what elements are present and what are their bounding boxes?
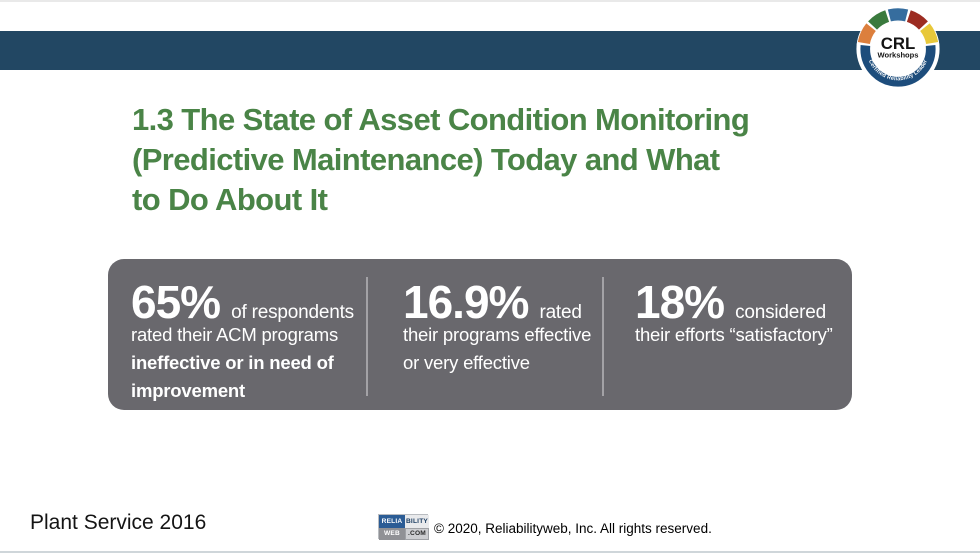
stat-value: 65% [131,276,221,328]
stat-text-line: improvement [131,380,245,401]
slide-title-line: 1.3 The State of Asset Condition Monitor… [132,102,750,137]
badge-segment-red [906,10,928,30]
stats-panel: 65% of respondents rated their ACM progr… [108,259,852,410]
stat-value-suffix: considered [735,302,827,323]
stat-text-line: their programs effective [403,324,592,345]
badge-subtitle: Workshops [878,50,919,59]
stat-column-ineffective: 65% of respondents rated their ACM progr… [131,275,363,405]
reliabilityweb-logo-text: BILITY [405,515,429,528]
reliabilityweb-logo-text: WEB [379,527,405,540]
stat-head: 65% of respondents [131,275,363,328]
stat-column-effective: 16.9% rated their programs effective or … [403,275,593,377]
top-navy-bar [0,31,980,70]
reliabilityweb-logo-text: .COM [405,527,429,540]
stat-head: 16.9% rated [403,275,593,328]
slide-title: 1.3 The State of Asset Condition Monitor… [132,100,832,220]
reliabilityweb-logo-text: RELIA [379,515,405,528]
stat-value: 16.9% [403,276,529,328]
badge-segment-orange [857,23,876,45]
stat-value-suffix: of respondents [231,302,354,323]
copyright-text: © 2020, Reliabilityweb, Inc. All rights … [434,521,712,536]
stat-text-line: ineffective or in need of [131,352,334,373]
badge-acronym: CRL [881,34,916,53]
column-divider [366,277,368,396]
stat-text-line: rated their ACM programs [131,324,339,345]
stat-column-satisfactory: 18% considered their efforts “satisfacto… [635,275,845,349]
crl-workshops-badge: CRL Workshops Certified Reliability Lead… [856,7,940,91]
slide-title-line: to Do About It [132,182,328,217]
badge-segment-green [868,10,890,30]
slide-title-line: (Predictive Maintenance) Today and What [132,142,720,177]
stat-head: 18% considered [635,275,845,328]
crl-badge-graphic: CRL Workshops Certified Reliability Lead… [856,7,940,91]
stat-value: 18% [635,276,725,328]
column-divider [602,277,604,396]
reliabilityweb-logo: RELIA BILITY WEB .COM [378,514,429,540]
stat-text-line: their efforts “satisfactory” [635,324,833,345]
badge-segment-yellow [920,23,939,45]
stat-value-suffix: rated [539,302,582,323]
source-citation: Plant Service 2016 [30,511,207,534]
badge-segment-blue [887,8,909,22]
stat-text-line: or very effective [403,352,530,373]
